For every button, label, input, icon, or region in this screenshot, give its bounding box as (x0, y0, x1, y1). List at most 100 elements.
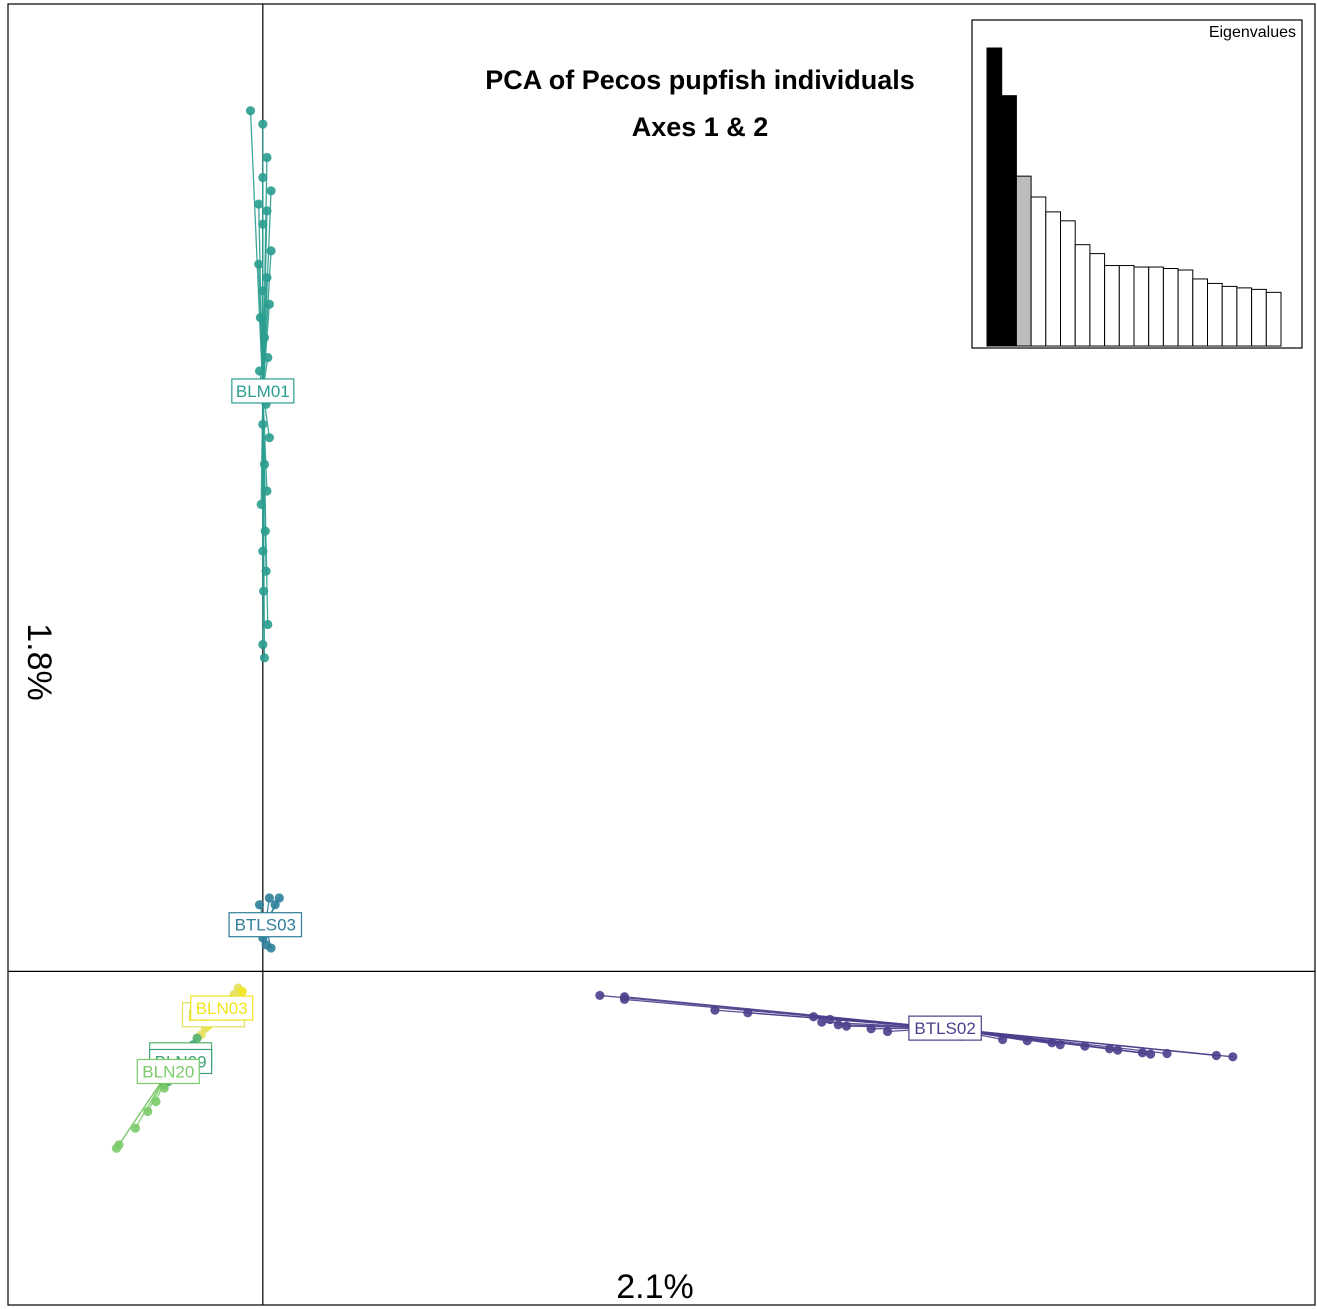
chart-title: PCA of Pecos pupfish individuals (485, 65, 915, 95)
star-line-blm01 (262, 304, 271, 392)
eigenvalue-bar (986, 47, 1003, 347)
eigenvalue-bar (1045, 211, 1062, 347)
point-blm01 (254, 259, 264, 269)
point-btls02 (866, 1024, 876, 1034)
point-blm01 (262, 272, 272, 283)
group-label-box (228, 912, 303, 938)
group-label-box (908, 1015, 982, 1041)
eigenvalue-bar (1133, 266, 1150, 347)
point-btls02 (825, 1014, 835, 1025)
eigenvalues-title: Eigenvalues (1209, 24, 1296, 41)
eigenvalue-bar (1236, 287, 1253, 347)
point-blm01 (259, 332, 270, 343)
point-btls02 (1145, 1049, 1156, 1059)
point-btls02 (1211, 1050, 1221, 1061)
point-btls03 (264, 893, 274, 903)
point-btls03 (266, 943, 276, 953)
group-label-text: BTLS03 (235, 916, 296, 935)
point-blm01 (258, 546, 268, 556)
point-btls02 (743, 1008, 753, 1018)
eigenvalues-inset: Eigenvalues (971, 19, 1303, 349)
x-axis-label: 2.1% (616, 1268, 694, 1306)
point-blm01 (254, 366, 265, 376)
point-btls02 (1104, 1044, 1115, 1054)
group-label-bln03: BLN03 (190, 995, 254, 1021)
point-blm01 (262, 206, 272, 216)
point-btls02 (833, 1020, 843, 1030)
point-blm01 (260, 526, 270, 536)
group-label-text: BLN03 (196, 999, 248, 1018)
point-blm01 (258, 119, 268, 129)
eigenvalue-bar (1221, 285, 1238, 347)
star-line-btls02 (945, 1027, 1217, 1057)
point-btls02 (710, 1005, 720, 1015)
point-btls02 (1022, 1036, 1032, 1046)
point-bln20 (143, 1106, 153, 1117)
point-blm01 (258, 639, 268, 650)
point-blm01 (263, 619, 273, 630)
point-blm01 (264, 433, 274, 443)
point-btls02 (841, 1021, 852, 1031)
group-label-btls03: BTLS03 (228, 912, 303, 938)
point-bln07 (192, 1033, 202, 1043)
point-btls02 (817, 1017, 827, 1027)
point-blm01 (259, 459, 270, 469)
eigenvalue-bar (1207, 282, 1223, 347)
eigenvalue-bar (1251, 288, 1267, 347)
point-blm01 (245, 106, 256, 116)
point-btls02 (619, 994, 630, 1005)
point-btls02 (595, 990, 605, 1001)
group-label-box (136, 1058, 200, 1085)
point-btls02 (1047, 1038, 1057, 1048)
eigenvalue-bar (1001, 95, 1017, 347)
point-btls03 (274, 893, 284, 903)
eigenvalue-bar (1118, 265, 1135, 347)
point-bln20 (130, 1123, 141, 1133)
point-blm01 (264, 299, 274, 309)
eigenvalue-bar (1104, 265, 1120, 347)
point-blm01 (266, 246, 276, 256)
point-bln20 (151, 1096, 161, 1107)
point-blm01 (262, 486, 272, 496)
group-label-text: BLM01 (236, 382, 290, 401)
eigenvalue-bar (1030, 196, 1047, 347)
eigenvalue-bar (1148, 266, 1164, 347)
point-blm01 (261, 566, 271, 576)
point-blm01 (266, 186, 276, 196)
point-bln20 (159, 1083, 169, 1093)
point-blm01 (262, 152, 272, 163)
point-btls02 (1055, 1040, 1065, 1050)
eigenvalue-bar (1089, 253, 1106, 347)
eigenvalue-bar (1060, 220, 1076, 347)
eigenvalue-bar (1015, 175, 1032, 347)
point-btls03 (254, 900, 265, 910)
point-btls02 (998, 1034, 1008, 1045)
group-label-box (231, 378, 295, 404)
point-blm01 (254, 199, 264, 209)
eigenvalue-bar (1192, 278, 1209, 347)
point-btls02 (1137, 1048, 1147, 1058)
point-btls02 (1162, 1048, 1172, 1059)
point-btls03 (270, 900, 280, 910)
point-bln03 (237, 986, 247, 997)
group-label-bln20: BLN20 (136, 1058, 200, 1085)
point-blm01 (258, 419, 268, 429)
point-btls02 (1080, 1041, 1090, 1051)
point-blm01 (255, 312, 265, 323)
point-blm01 (256, 499, 266, 509)
group-label-blm01: BLM01 (231, 378, 295, 404)
group-label-text: BTLS02 (914, 1019, 975, 1038)
point-btls02 (882, 1026, 893, 1037)
chart-subtitle: Axes 1 & 2 (632, 112, 769, 142)
eigenvalue-bar (1074, 244, 1091, 347)
eigenvalue-bar (1265, 291, 1282, 347)
eigenvalue-bars (986, 47, 1282, 347)
point-blm01 (263, 353, 273, 363)
point-blm01 (258, 286, 268, 296)
eigenvalue-bar (1162, 268, 1179, 347)
point-btls02 (1113, 1045, 1123, 1055)
point-btls02 (1228, 1052, 1238, 1062)
group-label-btls02: BTLS02 (908, 1015, 982, 1041)
star-line-blm01 (262, 390, 266, 658)
